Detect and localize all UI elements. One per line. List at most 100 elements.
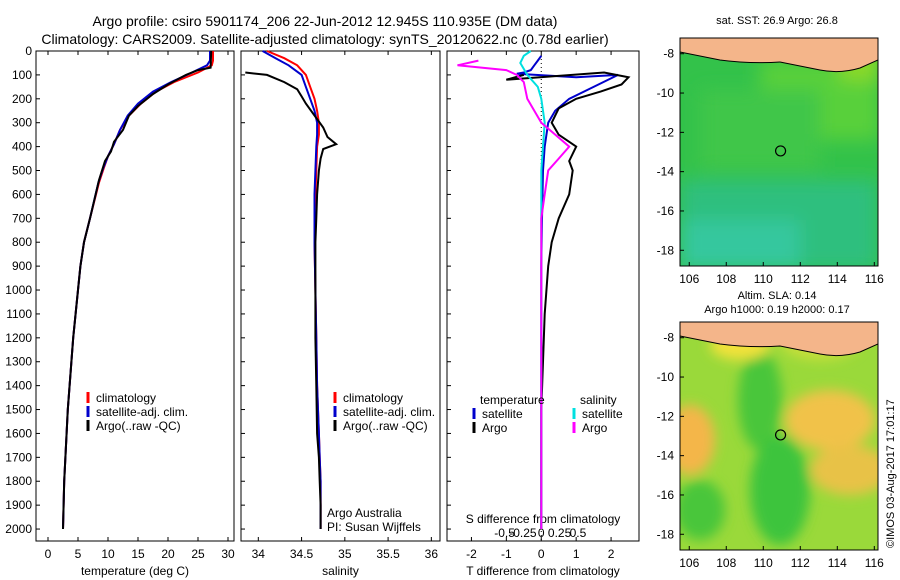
y-tick-label: 2000 xyxy=(5,522,32,536)
lon-tick-label: 112 xyxy=(791,272,810,286)
lon-tick-label: 106 xyxy=(679,272,699,286)
series-line-3 xyxy=(62,50,213,530)
lat-tick-label: -8 xyxy=(663,331,674,345)
y-tick-label: 1100 xyxy=(6,307,32,321)
legend-label: satellite-adj. clim. xyxy=(343,405,435,419)
y-tick-label: 300 xyxy=(12,116,32,130)
lon-tick-label: 114 xyxy=(828,556,847,570)
x-tick-label: -2 xyxy=(466,547,477,561)
y-tick-label: 200 xyxy=(12,92,32,106)
legend-label: Argo(..raw -QC) xyxy=(96,419,181,433)
legend-label: climatology xyxy=(343,391,403,405)
y-tick-label: 900 xyxy=(12,259,32,273)
y-tick-label: 500 xyxy=(12,164,32,178)
sst-map: 106 108 110 112 114 116 -8 -10 -12 -14 -16 -18 xyxy=(657,37,884,286)
lon-tick-label: 106 xyxy=(679,556,699,570)
y-tick-label: 800 xyxy=(12,235,32,249)
annotation: PI: Susan Wijffels xyxy=(327,520,421,534)
y-tick-label: 0 xyxy=(25,44,32,58)
panel-frame xyxy=(35,50,235,542)
legend-label: climatology xyxy=(96,391,156,405)
legend-label: satellite-adj. clim. xyxy=(96,405,188,419)
panel-frame xyxy=(240,50,441,542)
sla-map-title-1: Altim. SLA: 0.14 xyxy=(737,290,817,302)
legend: temperaturesatelliteArgosalinitysatellit… xyxy=(472,393,623,435)
y-tick-label: 100 xyxy=(12,68,32,82)
x-tick-label: 30 xyxy=(221,547,235,561)
lon-tick-label: 108 xyxy=(716,272,736,286)
lon-tick-label: 110 xyxy=(754,556,773,570)
x-tick-label: 0 xyxy=(45,547,52,561)
x-tick-label: 2 xyxy=(608,547,615,561)
x-tick-label: 36 xyxy=(425,547,439,561)
lat-tick-label: -12 xyxy=(657,125,675,139)
series-line-2 xyxy=(262,50,322,529)
y-tick-label: 400 xyxy=(12,140,32,154)
y-tick-label: 1200 xyxy=(5,331,32,345)
legend-label: salinity xyxy=(580,393,617,407)
lat-tick-label: -16 xyxy=(657,488,675,502)
s-diff-tick-label: 0 xyxy=(538,526,545,540)
x-axis-label: temperature (deg C) xyxy=(81,564,189,578)
sst-map-field xyxy=(680,38,878,266)
map-frame xyxy=(679,321,879,551)
figure-title-line1: Argo profile: csiro 5901174_206 22-Jun-2… xyxy=(92,13,558,29)
legend-label: temperature xyxy=(480,393,545,407)
y-tick-label: 1400 xyxy=(5,379,32,393)
series-line-2 xyxy=(506,71,631,529)
x-tick-label: -1 xyxy=(501,547,512,561)
lon-tick-label: 116 xyxy=(865,556,884,570)
lon-tick-label: 116 xyxy=(865,272,884,286)
sst-map-title: sat. SST: 26.9 Argo: 26.8 xyxy=(716,15,838,27)
annotation: Argo Australia xyxy=(327,506,402,520)
legend-label: satellite xyxy=(482,407,523,421)
sla-map: 106 108 110 112 114 116 -8 -10 -12 -14 -16 -18 xyxy=(657,321,884,570)
y-tick-label: 1700 xyxy=(5,450,32,464)
lat-tick-label: -14 xyxy=(657,165,675,179)
lat-tick-label: -18 xyxy=(657,527,675,541)
y-tick-label: 1600 xyxy=(5,426,32,440)
lat-tick-label: -14 xyxy=(657,449,675,463)
lat-tick-label: -8 xyxy=(663,47,674,61)
map-frame xyxy=(679,37,879,267)
x-tick-label: 10 xyxy=(101,547,115,561)
profile-panel-1: 0 5 10 15 20 25 300100200300400500600700800900… xyxy=(5,44,235,578)
y-tick-label: 1800 xyxy=(5,474,32,488)
profile-panel-3: -2 -1 0 1 2 T difference from climatology -0.5… xyxy=(446,50,640,578)
x-tick-label: 25 xyxy=(191,547,205,561)
legend-label: Argo xyxy=(482,421,508,435)
y-tick-label: 1000 xyxy=(5,283,32,297)
y-tick-label: 1900 xyxy=(5,498,32,512)
lon-tick-label: 108 xyxy=(716,556,736,570)
x-axis-label: T difference from climatology xyxy=(466,564,620,578)
legend-label: Argo xyxy=(582,421,608,435)
x-tick-label: 5 xyxy=(75,547,82,561)
x-tick-label: 20 xyxy=(161,547,175,561)
x-tick-label: 35 xyxy=(338,547,352,561)
lon-tick-label: 112 xyxy=(791,556,810,570)
argo-position-marker xyxy=(774,145,787,157)
series-line-4 xyxy=(457,59,571,529)
lat-tick-label: -10 xyxy=(657,370,675,384)
lat-tick-label: -10 xyxy=(657,86,675,100)
profile-panel-2: 34 34.5 35 35.5 36 salinity climatologysatelli… xyxy=(240,50,441,578)
y-tick-label: 700 xyxy=(12,211,32,225)
y-tick-label: 1500 xyxy=(5,403,32,417)
lon-tick-label: 110 xyxy=(754,272,773,286)
lat-tick-label: -12 xyxy=(657,409,675,423)
lon-tick-label: 114 xyxy=(828,272,847,286)
lat-tick-label: -16 xyxy=(657,204,675,218)
x-tick-label: 35.5 xyxy=(376,547,400,561)
y-tick-label: 1300 xyxy=(5,355,32,369)
x-tick-label: 15 xyxy=(131,547,145,561)
x-tick-label: 0 xyxy=(538,547,545,561)
lat-tick-label: -18 xyxy=(657,243,675,257)
x-tick-label: 1 xyxy=(573,547,580,561)
sla-map-field xyxy=(680,322,878,550)
legend-label: satellite xyxy=(582,407,623,421)
x-tick-label: 34.5 xyxy=(290,547,314,561)
figure-title-line2: Climatology: CARS2009. Satellite-adjuste… xyxy=(41,31,609,47)
argo-position-marker xyxy=(774,429,787,441)
